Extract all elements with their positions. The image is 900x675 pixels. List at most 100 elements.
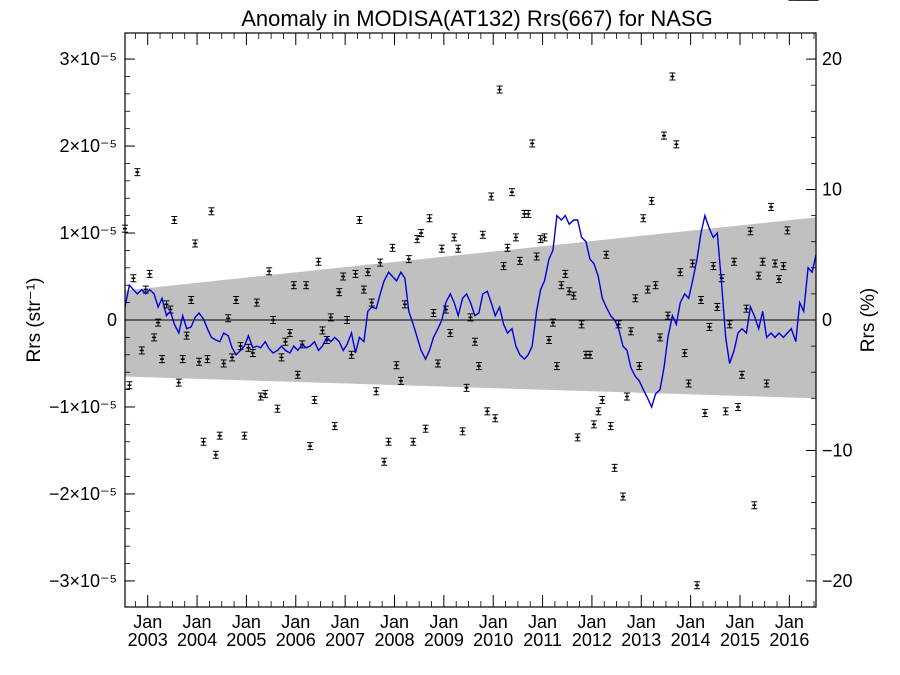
data-point — [253, 298, 260, 307]
data-point — [336, 288, 343, 297]
data-point — [673, 140, 680, 149]
data-point — [208, 207, 215, 216]
data-point — [780, 262, 787, 271]
data-point — [138, 346, 145, 355]
data-point — [586, 350, 593, 359]
data-point — [241, 431, 248, 440]
data-point — [360, 285, 367, 294]
data-point — [463, 383, 470, 392]
data-point — [188, 295, 195, 304]
data-point — [216, 431, 223, 440]
data-point — [212, 450, 219, 459]
x-tick-year-label: 2006 — [276, 630, 316, 650]
data-point — [504, 243, 511, 252]
x-tick-month-label: Jan — [479, 612, 508, 632]
data-point — [735, 402, 742, 411]
data-point — [644, 285, 651, 294]
y-right-tick-label: 10 — [822, 180, 842, 200]
data-point — [570, 291, 577, 300]
data-point — [500, 262, 507, 271]
data-point — [155, 318, 162, 327]
data-point — [578, 320, 585, 329]
data-point — [479, 230, 486, 239]
data-point — [183, 331, 190, 340]
data-point — [405, 255, 412, 264]
data-point — [541, 233, 548, 242]
data-point — [751, 501, 758, 510]
data-point — [772, 259, 779, 268]
y-axis-right-label: Rrs (%) — [858, 288, 879, 352]
data-point — [397, 376, 404, 385]
data-point — [537, 235, 544, 244]
data-point — [344, 316, 351, 324]
data-point — [229, 353, 236, 362]
data-point — [126, 381, 133, 390]
data-point — [627, 327, 634, 336]
data-point — [714, 302, 721, 311]
x-tick-month-label: Jan — [676, 612, 705, 632]
x-tick-month-label: Jan — [775, 612, 804, 632]
data-point — [611, 463, 618, 472]
data-point — [237, 342, 244, 351]
data-point — [426, 214, 433, 223]
axes: 3×10⁻⁵ 2×10⁻⁵ 1×10⁻⁵ 0 −1×10⁻⁵ −2×10⁻⁵ −3×10⁻⁵… — [49, 32, 853, 650]
data-point — [512, 233, 519, 242]
y-right-tick-label: 20 — [822, 49, 842, 69]
data-point — [706, 322, 713, 331]
data-point — [726, 320, 733, 329]
data-point — [496, 85, 503, 94]
data-point — [434, 359, 441, 368]
data-point — [566, 287, 573, 296]
data-point — [286, 329, 293, 338]
x-tick-month-label: Jan — [281, 612, 310, 632]
data-point — [525, 209, 532, 218]
y-left-tick-label: −3×10⁻⁵ — [49, 571, 117, 591]
data-point — [438, 244, 445, 253]
data-point — [455, 244, 462, 253]
y-axis-left-label: Rrs (str⁻¹) — [24, 278, 45, 363]
x-tick-year-label: 2013 — [621, 630, 661, 650]
data-point — [694, 581, 701, 590]
x-tick-year-label: 2011 — [523, 630, 562, 650]
data-point — [632, 294, 639, 303]
data-point — [562, 269, 569, 278]
data-point — [146, 269, 153, 278]
data-point — [340, 272, 347, 281]
y-right-tick-label: −10 — [822, 440, 853, 460]
x-tick-year-label: 2015 — [720, 630, 760, 650]
data-point — [768, 202, 775, 211]
x-tick-month-label: Jan — [577, 612, 606, 632]
data-point — [636, 362, 643, 371]
data-point — [697, 295, 704, 304]
data-point — [599, 396, 606, 405]
data-point — [171, 215, 178, 224]
data-point — [278, 353, 285, 362]
data-point — [603, 250, 610, 259]
chart-title: Anomaly in MODISA(AT132) Rrs(667) for NA… — [241, 6, 713, 31]
data-point — [274, 404, 281, 413]
plot-area — [122, 0, 819, 590]
x-tick-month-label: Jan — [429, 612, 458, 632]
data-point — [327, 313, 334, 322]
data-point — [475, 362, 482, 371]
data-point — [677, 268, 684, 277]
data-point — [558, 281, 565, 290]
data-point — [220, 359, 227, 368]
data-point — [669, 72, 676, 81]
data-point — [710, 262, 717, 271]
data-point — [262, 389, 269, 398]
data-point — [747, 227, 754, 236]
x-tick-year-label: 2004 — [177, 630, 217, 650]
data-point — [249, 349, 256, 358]
data-point — [657, 333, 664, 342]
x-tick-year-label: 2008 — [374, 630, 414, 650]
data-point — [377, 258, 384, 267]
data-point — [151, 333, 158, 342]
data-point — [549, 318, 556, 327]
data-point — [290, 281, 297, 290]
data-point — [282, 337, 289, 346]
x-tick-month-label: Jan — [627, 612, 656, 632]
x-tick-month-label: Jan — [133, 612, 162, 632]
y-left-tick-label: 3×10⁻⁵ — [59, 49, 117, 69]
data-point — [303, 281, 310, 290]
